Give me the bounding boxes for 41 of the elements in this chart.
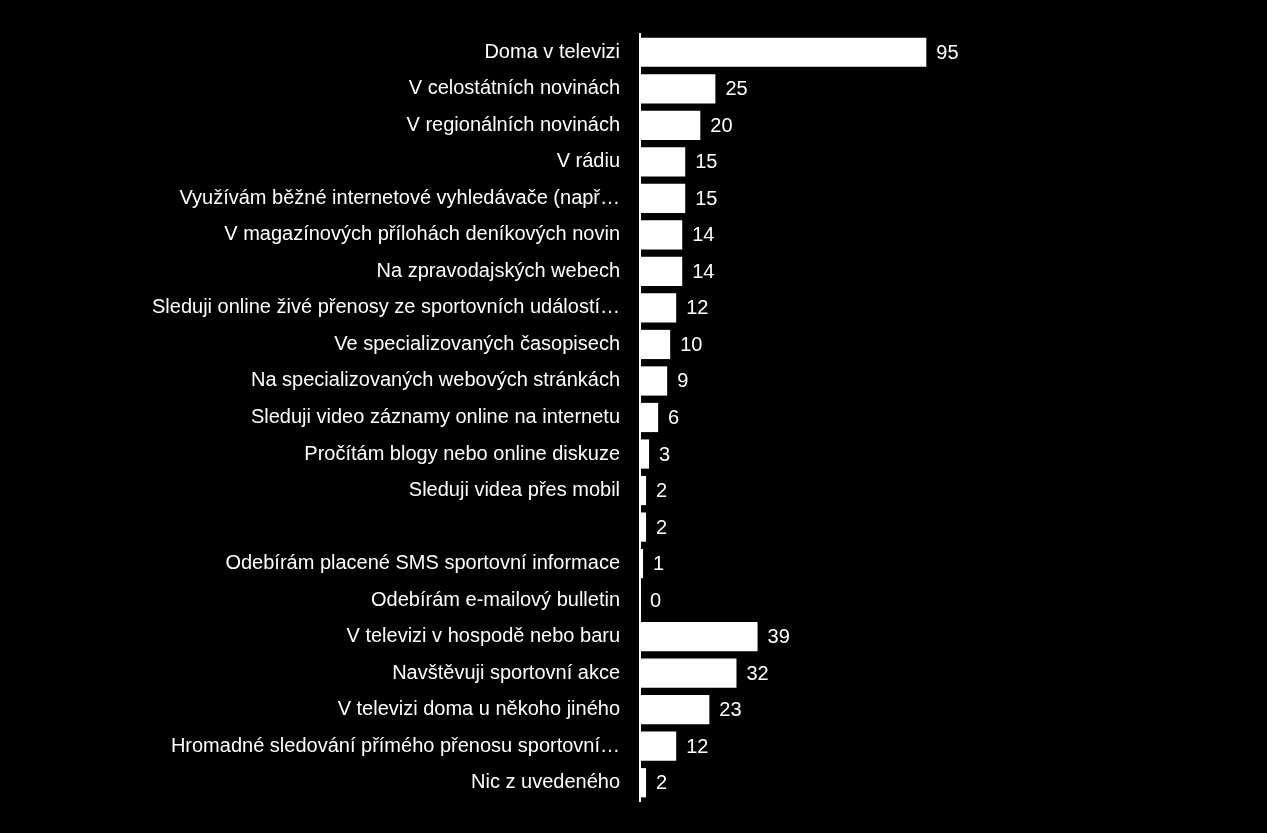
y-tick-label: Hromadné sledování přímého přenosu sportovní…	[170, 733, 621, 756]
data-label: 20	[710, 113, 733, 136]
data-label: 39	[767, 625, 790, 648]
y-tick-label: Odebírám e-mailový bulletin	[371, 587, 621, 610]
y-tick-label: V rádiu	[556, 149, 621, 172]
data-label: 3	[659, 442, 671, 465]
y-tick-label: Na zpravodajských webech	[376, 258, 621, 281]
data-label: 15	[695, 186, 718, 209]
data-label: 14	[692, 259, 715, 282]
data-label: 23	[719, 698, 742, 721]
y-tick-label: Navštěvuji sportovní akce	[392, 660, 621, 683]
data-label: 10	[680, 332, 703, 355]
y-tick-label: Nic z uvedeného	[471, 770, 621, 793]
data-label: 9	[677, 369, 689, 392]
y-tick-label: Doma v televizi	[484, 39, 621, 62]
y-tick-label: Sleduji video záznamy online na internetu	[250, 405, 621, 428]
data-label: 2	[656, 479, 668, 502]
y-tick-label: V magazínových přílohách deníkových novin	[224, 222, 621, 245]
y-tick-label: Sleduji online živé přenosy ze sportovních událostí…	[151, 295, 621, 318]
data-label: 32	[746, 661, 769, 684]
y-tick-label: Sleduji videa přes mobil	[408, 478, 621, 501]
y-tick-label: V regionálních novinách	[406, 112, 621, 135]
data-label: 15	[695, 150, 718, 173]
data-label: 12	[686, 734, 709, 757]
y-tick-label: Pročítám blogy nebo online diskuze	[304, 441, 621, 464]
y-tick-label: Na specializovaných webových stránkách	[250, 368, 621, 391]
data-label: 0	[650, 588, 662, 611]
data-label: 14	[692, 223, 715, 246]
data-label: 1	[653, 552, 665, 575]
y-tick-label: Využívám běžné internetové vyhledávače (např…	[179, 185, 621, 208]
data-label: 95	[936, 40, 959, 63]
y-tick-label: Ve specializovaných časopisech	[334, 331, 621, 354]
y-tick-label: Odebírám placené SMS sportovní informace	[225, 551, 621, 574]
data-label: 25	[725, 77, 748, 100]
y-tick-label: V televizi v hospodě nebo baru	[346, 624, 621, 647]
y-tick-label: V celostátních novinách	[408, 76, 621, 99]
data-label: 2	[656, 771, 668, 794]
data-label: 6	[668, 406, 680, 429]
data-label: 12	[686, 296, 709, 319]
data-label: 2	[656, 515, 668, 538]
y-tick-label: V televizi doma u někoho jiného	[337, 697, 621, 720]
